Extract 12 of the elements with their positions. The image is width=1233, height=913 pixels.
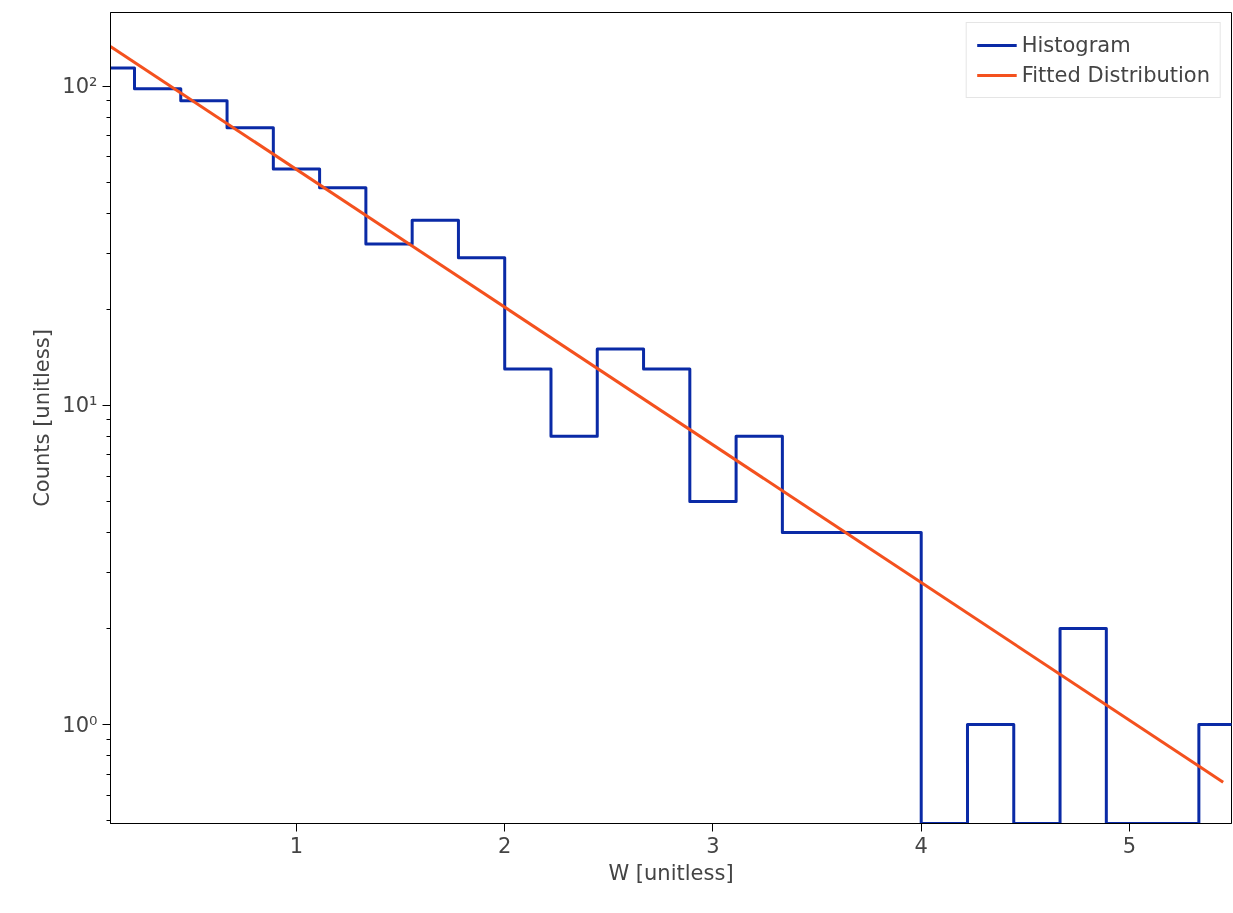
x-axis-title: W [unitless] [608,860,734,885]
y-tick-label: 10² [62,74,98,99]
y-tick-label: 10⁰ [62,712,98,737]
x-tick-label: 3 [706,833,720,858]
x-tick-label: 1 [289,833,304,858]
legend-label: Histogram [1021,33,1131,57]
y-tick-label: 10¹ [62,393,98,418]
x-tick-label: 4 [914,833,928,858]
y-axis-title: Counts [unitless] [30,329,55,507]
x-tick-label: 5 [1122,833,1137,858]
x-tick-label: 2 [498,833,512,858]
legend-label: Fitted Distribution [1021,63,1210,87]
